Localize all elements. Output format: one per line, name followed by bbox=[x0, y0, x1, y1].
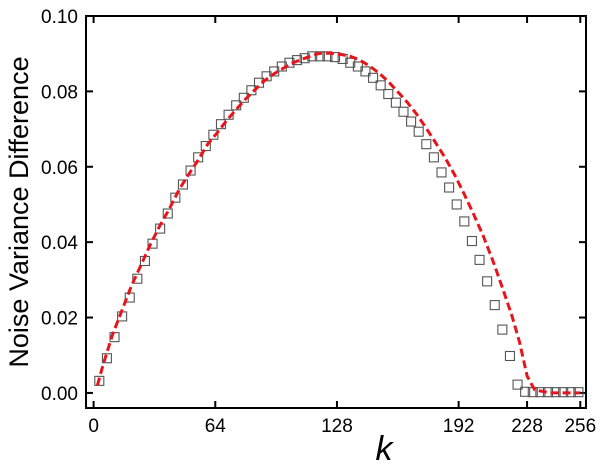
y-tick-label: 0.08 bbox=[41, 82, 78, 103]
data-point-marker bbox=[520, 386, 531, 397]
data-point-marker bbox=[406, 116, 417, 127]
data-point-marker bbox=[345, 57, 356, 68]
data-point-marker bbox=[390, 97, 401, 108]
data-point-marker bbox=[200, 140, 211, 152]
data-point-marker bbox=[497, 324, 508, 335]
data-point-marker bbox=[466, 235, 477, 247]
series-layer bbox=[94, 51, 584, 398]
data-point-marker bbox=[421, 139, 432, 150]
x-tick-label: 192 bbox=[443, 416, 475, 437]
data-point-marker bbox=[162, 208, 173, 219]
data-point-marker bbox=[291, 55, 303, 66]
y-tick-label: 0.06 bbox=[41, 158, 78, 179]
dashed-fit-line bbox=[95, 51, 581, 395]
data-point-marker bbox=[474, 254, 485, 265]
data-point-marker bbox=[504, 350, 516, 362]
x-tick-label: 64 bbox=[205, 416, 227, 437]
data-point-marker bbox=[573, 387, 584, 398]
data-point-marker bbox=[368, 72, 379, 83]
data-point-marker bbox=[482, 276, 493, 287]
y-axis-title: Noise Variance Difference bbox=[4, 56, 34, 367]
data-point-marker bbox=[459, 216, 470, 227]
axis-ticks bbox=[86, 15, 586, 408]
data-point-marker bbox=[398, 106, 409, 117]
y-tick-label: 0.00 bbox=[41, 384, 78, 405]
y-tick-label: 0.10 bbox=[41, 7, 78, 28]
x-tick-label: 256 bbox=[564, 416, 596, 437]
data-point-marker bbox=[101, 353, 112, 364]
data-point-marker bbox=[444, 182, 455, 193]
x-tick-label: 228 bbox=[511, 416, 543, 437]
data-point-marker bbox=[489, 300, 500, 311]
data-point-marker bbox=[375, 80, 386, 91]
x-tick-label: 0 bbox=[88, 416, 99, 437]
data-point-marker bbox=[185, 165, 196, 176]
data-point-marker bbox=[383, 88, 394, 100]
y-tick-label: 0.04 bbox=[41, 233, 78, 254]
x-tick-label: 128 bbox=[321, 416, 353, 437]
data-point-marker bbox=[512, 379, 523, 390]
data-point-marker bbox=[436, 167, 447, 178]
axis-tick-labels: 0 64 128 192 228 256 0.00 0.02 0.04 0.06 0.08 0.10 bbox=[41, 7, 596, 437]
y-tick-label: 0.02 bbox=[41, 309, 78, 330]
data-point-marker bbox=[177, 179, 189, 190]
data-point-marker bbox=[208, 129, 219, 140]
data-point-marker bbox=[132, 273, 143, 284]
data-point-marker bbox=[413, 126, 424, 137]
data-point-marker bbox=[170, 192, 181, 203]
marker-series bbox=[94, 51, 584, 398]
data-point-marker bbox=[428, 152, 439, 163]
data-point-marker bbox=[360, 66, 371, 77]
data-point-marker bbox=[329, 52, 341, 63]
data-point-marker bbox=[451, 199, 462, 210]
data-point-marker bbox=[94, 375, 105, 386]
plot-frame bbox=[85, 15, 587, 409]
x-axis-title: k bbox=[376, 430, 395, 468]
data-point-marker bbox=[314, 51, 325, 62]
